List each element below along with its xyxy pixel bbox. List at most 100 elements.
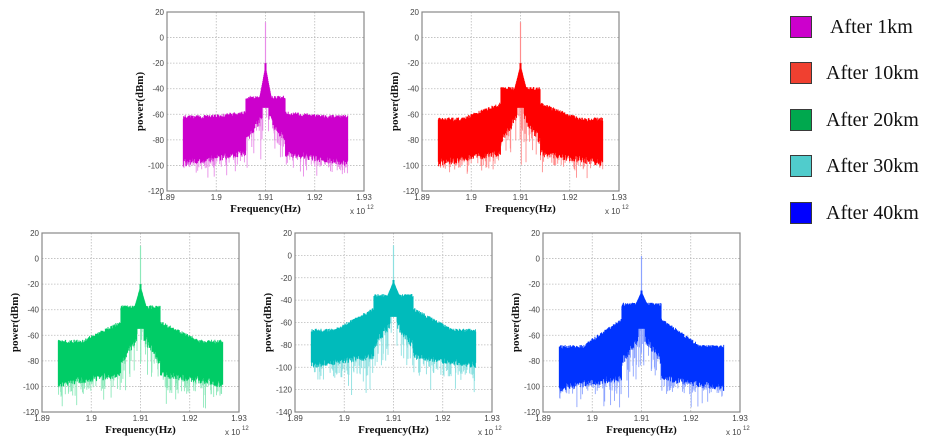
y-tick-label: -60	[27, 331, 39, 340]
legend-swatch	[790, 62, 812, 84]
spectrum-trace	[57, 245, 224, 409]
y-tick-label: -20	[528, 280, 540, 289]
y-tick-label: -40	[280, 296, 292, 305]
y-tick-label: -80	[152, 136, 164, 145]
spectrum-body	[182, 66, 349, 167]
x-tick-label: 1.92	[435, 414, 451, 423]
y-tick-label: -120	[23, 408, 40, 417]
legend-item-10km: After 10km	[790, 58, 919, 88]
y-tick-label: 20	[531, 229, 540, 238]
y-tick-label: -120	[148, 187, 165, 196]
y-axis-label: power(dBm)	[262, 293, 274, 353]
x-tick-label: 1.92	[307, 193, 323, 202]
spectrum-body	[558, 291, 725, 392]
y-tick-label: -100	[276, 363, 293, 372]
spectrum-plot-1km: 20 0 -20 -40 -60 -80 -100 -120 1.89 1.9 1.91 1.92 1.…	[120, 0, 382, 218]
x-axis-label: Frequency(Hz)	[485, 203, 556, 215]
y-tick-label: -40	[152, 85, 164, 94]
y-tick-label: -20	[407, 59, 419, 68]
y-tick-label: -80	[280, 341, 292, 350]
x-tick-label: 1.93	[611, 193, 627, 202]
legend-item-40km: After 40km	[790, 198, 919, 228]
y-tick-label: -80	[407, 136, 419, 145]
x-exponent-label: x 10	[225, 428, 241, 437]
x-exponent-label: x 10	[605, 207, 621, 216]
y-tick-label: 20	[283, 229, 292, 238]
axes-box	[421, 11, 620, 192]
x-tick-label: 1.89	[34, 414, 50, 423]
legend-label: After 10km	[826, 61, 919, 84]
x-tick-label: 1.91	[634, 414, 650, 423]
x-exponent-power: 12	[743, 426, 750, 432]
spectrum-plot-40km: 20 0 -20 -40 -60 -80 -100 -120 1.89 1.9 1.91 1.92 1.…	[496, 221, 758, 439]
spectrum-trace	[437, 22, 604, 179]
y-tick-label: -20	[280, 274, 292, 283]
legend-label: After 40km	[826, 201, 919, 224]
x-tick-label: 1.93	[231, 414, 247, 423]
legend-label: After 20km	[826, 108, 919, 131]
y-tick-label: -100	[403, 161, 420, 170]
spectrum-trace	[182, 22, 349, 178]
x-exponent-label: x 10	[726, 428, 742, 437]
y-tick-label: -40	[27, 306, 39, 315]
x-tick-label: 1.91	[513, 193, 529, 202]
y-tick-label: -80	[27, 357, 39, 366]
y-axis-label: power(dBm)	[389, 72, 401, 132]
axes-box	[294, 232, 493, 413]
y-tick-label: 0	[415, 34, 420, 43]
spectrum-trace	[310, 245, 477, 395]
x-tick-label: 1.91	[258, 193, 274, 202]
y-tick-label: -40	[407, 85, 419, 94]
y-tick-label: -120	[524, 408, 541, 417]
x-tick-label: 1.89	[414, 193, 430, 202]
x-tick-label: 1.89	[287, 414, 303, 423]
y-tick-label: 0	[536, 255, 541, 264]
x-axis-label: Frequency(Hz)	[105, 424, 176, 436]
y-tick-label: -120	[276, 386, 293, 395]
y-tick-label: 20	[30, 229, 39, 238]
spectrum-plot-30km: 20 0 -20 -40 -60 -80 -100 -120 -140 1.89 1.9 1.91 1.…	[248, 221, 510, 439]
y-tick-label: -100	[148, 161, 165, 170]
spectrum-body	[57, 286, 224, 388]
y-tick-label: 20	[410, 8, 419, 17]
x-exponent-power: 12	[242, 426, 249, 432]
y-tick-label: -80	[528, 357, 540, 366]
x-tick-label: 1.92	[182, 414, 198, 423]
legend-swatch	[790, 16, 812, 38]
x-axis-label: Frequency(Hz)	[358, 424, 429, 436]
y-axis-label: power(dBm)	[9, 293, 21, 353]
y-axis-label: power(dBm)	[134, 72, 146, 132]
x-tick-label: 1.93	[356, 193, 372, 202]
axes-box	[166, 11, 365, 192]
axes-box	[41, 232, 240, 413]
legend-item-20km: After 20km	[790, 105, 919, 135]
y-tick-label: -120	[403, 187, 420, 196]
legend-swatch	[790, 155, 812, 177]
y-tick-label: 0	[35, 255, 40, 264]
y-tick-label: 0	[160, 34, 165, 43]
x-exponent-label: x 10	[350, 207, 366, 216]
x-tick-label: 1.93	[484, 414, 500, 423]
legend-label: After 1km	[830, 15, 913, 38]
y-tick-label: -60	[528, 331, 540, 340]
x-tick-label: 1.91	[133, 414, 149, 423]
x-tick-label: 1.9	[587, 414, 599, 423]
spectrum-body	[310, 281, 477, 368]
x-axis-label: Frequency(Hz)	[606, 424, 677, 436]
x-tick-label: 1.91	[386, 414, 402, 423]
x-tick-label: 1.92	[683, 414, 699, 423]
x-exponent-label: x 10	[478, 428, 494, 437]
x-tick-label: 1.9	[339, 414, 351, 423]
x-exponent-power: 12	[495, 426, 502, 432]
x-tick-label: 1.93	[732, 414, 748, 423]
legend-label: After 30km	[826, 154, 919, 177]
y-tick-label: -40	[528, 306, 540, 315]
y-axis-label: power(dBm)	[510, 293, 522, 353]
y-tick-label: -60	[280, 319, 292, 328]
y-tick-label: -60	[152, 110, 164, 119]
legend-swatch	[790, 202, 812, 224]
